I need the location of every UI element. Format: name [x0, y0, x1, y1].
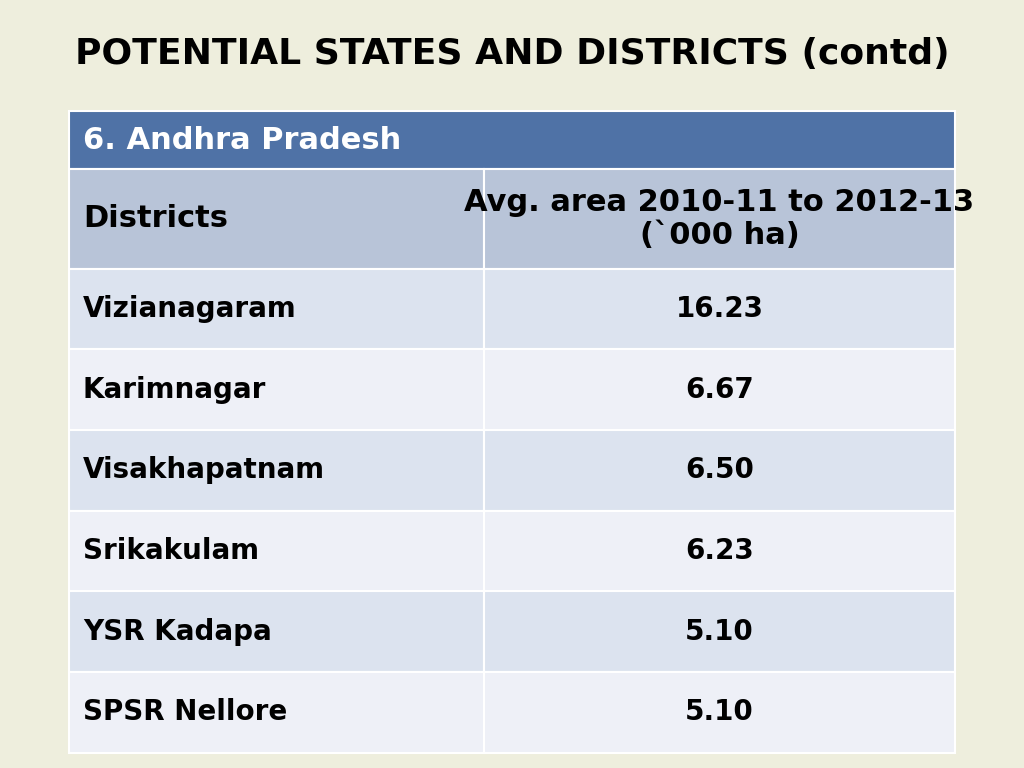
Text: YSR Kadapa: YSR Kadapa: [83, 617, 271, 646]
FancyBboxPatch shape: [69, 591, 483, 672]
Text: 5.10: 5.10: [685, 617, 754, 646]
Text: Srikakulam: Srikakulam: [83, 537, 259, 565]
FancyBboxPatch shape: [483, 430, 955, 511]
Text: Districts: Districts: [83, 204, 228, 233]
Text: 6. Andhra Pradesh: 6. Andhra Pradesh: [83, 126, 401, 154]
Text: Avg. area 2010-11 to 2012-13
(`000 ha): Avg. area 2010-11 to 2012-13 (`000 ha): [465, 187, 975, 250]
Text: SPSR Nellore: SPSR Nellore: [83, 698, 287, 727]
Text: Visakhapatnam: Visakhapatnam: [83, 456, 325, 485]
Text: 6.50: 6.50: [685, 456, 754, 485]
Text: 5.10: 5.10: [685, 698, 754, 727]
Text: POTENTIAL STATES AND DISTRICTS (contd): POTENTIAL STATES AND DISTRICTS (contd): [75, 37, 949, 71]
FancyBboxPatch shape: [483, 169, 955, 269]
Text: 16.23: 16.23: [676, 295, 764, 323]
Text: 6.67: 6.67: [685, 376, 754, 404]
Text: Vizianagaram: Vizianagaram: [83, 295, 297, 323]
Text: Karimnagar: Karimnagar: [83, 376, 266, 404]
FancyBboxPatch shape: [69, 511, 483, 591]
FancyBboxPatch shape: [69, 430, 483, 511]
Text: 6.23: 6.23: [685, 537, 754, 565]
FancyBboxPatch shape: [69, 269, 483, 349]
FancyBboxPatch shape: [483, 511, 955, 591]
FancyBboxPatch shape: [483, 349, 955, 430]
FancyBboxPatch shape: [483, 672, 955, 753]
FancyBboxPatch shape: [483, 591, 955, 672]
FancyBboxPatch shape: [69, 169, 483, 269]
FancyBboxPatch shape: [69, 111, 955, 169]
FancyBboxPatch shape: [483, 269, 955, 349]
FancyBboxPatch shape: [69, 349, 483, 430]
FancyBboxPatch shape: [69, 672, 483, 753]
